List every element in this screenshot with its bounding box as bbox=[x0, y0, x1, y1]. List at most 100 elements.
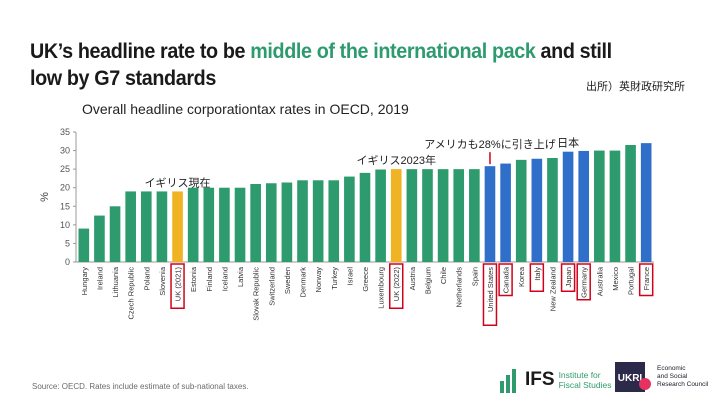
x-tick-label: Denmark bbox=[299, 267, 308, 298]
ukri-icon: UKRI bbox=[615, 362, 651, 392]
esrc-line3: Research Council bbox=[657, 381, 709, 388]
bar-turkey bbox=[328, 180, 340, 262]
x-tick-label: Latvia bbox=[236, 266, 245, 287]
annotation-label: イギリス現在 bbox=[145, 176, 211, 189]
highlight-box bbox=[482, 263, 498, 326]
y-tick-label: 15 bbox=[60, 201, 70, 211]
bar-estonia bbox=[187, 187, 199, 262]
highlight-box bbox=[498, 263, 513, 297]
bar-slovak-republic bbox=[250, 184, 261, 262]
bar-iceland bbox=[219, 187, 230, 262]
x-tick-label: Greece bbox=[361, 267, 370, 292]
y-tick-label: 20 bbox=[60, 183, 70, 193]
bar-japan bbox=[562, 151, 574, 262]
bar-italy bbox=[531, 158, 543, 262]
y-tick-label: 0 bbox=[65, 257, 70, 267]
chart-title: Overall headline corporationtax rates in… bbox=[82, 101, 409, 117]
y-tick-label: 5 bbox=[65, 238, 70, 248]
bar-denmark bbox=[297, 180, 308, 262]
bar-germany bbox=[578, 150, 590, 262]
x-tick-label: Sweden bbox=[283, 267, 292, 294]
bar-chile bbox=[437, 169, 449, 262]
bar-france bbox=[640, 143, 652, 262]
bar-greece bbox=[359, 172, 371, 262]
esrc-full-name: Economic and Social Research Council bbox=[657, 365, 708, 389]
x-tick-label: Germany bbox=[580, 267, 589, 298]
source-footnote: Source: OECD. Rates include estimate of … bbox=[32, 382, 249, 391]
highlight-box bbox=[560, 263, 576, 292]
ifs-bars-icon bbox=[500, 369, 516, 393]
highlight-box bbox=[529, 263, 545, 292]
x-tick-label: Estonia bbox=[189, 266, 198, 292]
bar-portugal bbox=[625, 145, 636, 262]
bar-luxembourg bbox=[375, 169, 386, 262]
x-tick-label: Australia bbox=[595, 266, 604, 296]
bar-australia bbox=[594, 150, 605, 262]
y-axis-label: % bbox=[39, 192, 51, 202]
bar-sweden bbox=[281, 182, 293, 262]
bar-lithuania bbox=[109, 206, 121, 262]
bar-norway bbox=[312, 180, 324, 262]
x-tick-label: Poland bbox=[142, 267, 151, 290]
x-tick-label: Israel bbox=[345, 267, 354, 286]
x-tick-label: Slovak Republic bbox=[252, 267, 261, 321]
x-tick-label: UK (2022) bbox=[392, 267, 401, 302]
bar-switzerland bbox=[265, 183, 277, 262]
ifs-logo: IFS Institute for Fiscal Studies bbox=[500, 362, 611, 398]
bar-austria bbox=[406, 169, 418, 262]
x-tick-label: Italy bbox=[533, 267, 542, 281]
bar-latvia bbox=[234, 187, 246, 262]
esrc-logo: UKRI Economic and Social Research Counci… bbox=[615, 362, 708, 392]
x-tick-label: Lithuania bbox=[111, 266, 120, 297]
x-tick-label: Mexico bbox=[611, 267, 620, 291]
annotation-label: イギリス2023年 bbox=[357, 153, 436, 167]
x-tick-label: Norway bbox=[314, 267, 323, 293]
x-tick-label: Ireland bbox=[95, 267, 104, 290]
x-tick-label: Belgium bbox=[423, 267, 432, 294]
highlight-box bbox=[576, 263, 591, 301]
headline-highlight: middle of the international pack bbox=[250, 40, 536, 63]
x-tick-label: France bbox=[642, 267, 651, 290]
bar-spain bbox=[469, 169, 480, 262]
esrc-line2: and Social bbox=[657, 373, 688, 380]
bar-israel bbox=[344, 176, 355, 262]
bar-netherlands bbox=[453, 169, 465, 262]
x-tick-label: Austria bbox=[408, 266, 417, 290]
x-tick-label: Iceland bbox=[220, 267, 229, 291]
x-tick-label: Canada bbox=[502, 266, 511, 293]
ifs-full-name: Institute for Fiscal Studies bbox=[559, 370, 612, 390]
ifs-line2: Fiscal Studies bbox=[558, 380, 612, 390]
x-tick-label: Japan bbox=[564, 267, 573, 287]
esrc-line1: Economic bbox=[657, 365, 686, 372]
bar-new-zealand bbox=[547, 158, 558, 262]
x-tick-label: Korea bbox=[517, 266, 526, 287]
bar-belgium bbox=[422, 169, 433, 262]
ifs-name: IFS bbox=[525, 369, 555, 390]
x-tick-label: Portugal bbox=[627, 267, 636, 295]
x-tick-label: Switzerland bbox=[267, 267, 276, 306]
x-tick-label: UK (2021) bbox=[174, 267, 183, 302]
bar-uk-2022- bbox=[390, 169, 402, 262]
ifs-line1: Institute for bbox=[558, 370, 601, 380]
x-tick-label: New Zealand bbox=[548, 267, 557, 311]
x-tick-label: Slovenia bbox=[158, 266, 167, 296]
bar-korea bbox=[515, 159, 527, 262]
x-tick-label: Hungary bbox=[80, 267, 89, 296]
x-tick-label: Spain bbox=[470, 267, 479, 286]
y-tick-label: 30 bbox=[60, 146, 70, 156]
x-tick-label: Netherlands bbox=[455, 267, 464, 308]
headline-part1: UK’s headline rate to be bbox=[30, 40, 251, 63]
x-tick-label: Luxembourg bbox=[377, 267, 386, 309]
x-tick-label: Chile bbox=[439, 267, 448, 284]
highlight-box bbox=[638, 263, 654, 297]
bar-mexico bbox=[609, 150, 621, 262]
x-tick-label: United States bbox=[486, 267, 495, 312]
highlight-box bbox=[170, 263, 185, 309]
bar-uk-2021- bbox=[172, 191, 183, 262]
bar-czech-republic bbox=[125, 191, 136, 262]
bar-hungary bbox=[78, 228, 90, 262]
highlight-box bbox=[388, 263, 404, 309]
x-tick-label: Turkey bbox=[330, 267, 339, 290]
annotation-label: アメリカも28%に引き上げ bbox=[424, 137, 555, 151]
